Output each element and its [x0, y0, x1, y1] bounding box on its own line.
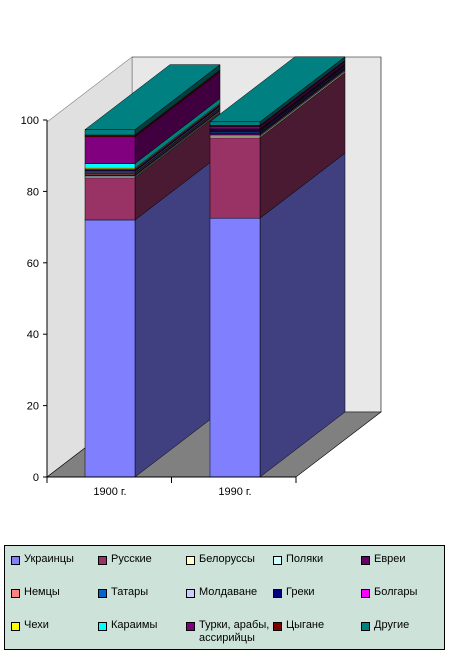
legend-item: Немцы [11, 586, 60, 599]
legend-label: Поляки [286, 553, 324, 565]
legend-swatch [186, 622, 195, 631]
legend-swatch [361, 589, 370, 598]
chart-bars [84, 56, 346, 478]
legend-swatch [273, 556, 282, 565]
y-tick-label: 40 [27, 329, 39, 341]
chart-axes: 0 20 40 60 80 100 1900 г. 1990 г. [21, 115, 297, 498]
legend-item: Молдаване [186, 586, 257, 599]
legend-label: Чехи [24, 619, 49, 631]
y-tick-label: 100 [21, 115, 39, 127]
bar-segment [209, 121, 261, 126]
legend-label: Другие [374, 619, 410, 631]
bar-segment [209, 137, 261, 219]
legend-swatch [273, 622, 282, 631]
legend-swatch [11, 556, 20, 565]
legend-item: Греки [273, 586, 315, 599]
legend-swatch [11, 589, 20, 598]
legend-label: Болгары [374, 586, 418, 598]
legend-item: Караимы [98, 619, 157, 632]
legend-label: Белоруссы [199, 553, 255, 565]
bar-segment [84, 134, 136, 138]
legend-item: Русские [98, 553, 152, 566]
legend-label: Греки [286, 586, 315, 598]
legend-swatch [361, 622, 370, 631]
bar-segment [84, 129, 136, 136]
bar-segment [84, 219, 136, 478]
legend-item: Болгары [361, 586, 417, 599]
legend-item: Украинцы [11, 553, 74, 566]
legend-item: Цыгане [273, 619, 324, 632]
bar-segment [209, 135, 261, 139]
legend-item: Другие [361, 619, 409, 632]
bar-segment [209, 217, 261, 478]
bar-top [84, 64, 221, 130]
x-tick-label: 1990 г. [218, 486, 251, 498]
legend-label: Турки, арабы, ассирийцы [199, 619, 270, 644]
legend-swatch [98, 589, 107, 598]
legend-label: Русские [111, 553, 152, 565]
y-tick-label: 80 [27, 186, 39, 198]
bar-segment [209, 132, 261, 136]
y-tick-label: 60 [27, 258, 39, 270]
legend-item: Чехи [11, 619, 49, 632]
bar-segment [84, 163, 136, 169]
legend-swatch [273, 589, 282, 598]
legend-item: Татары [98, 586, 148, 599]
legend-label: Татары [111, 586, 149, 598]
legend-label: Молдаване [199, 586, 258, 598]
bar-top [209, 56, 346, 123]
legend-item: Турки, арабы, ассирийцы [186, 619, 269, 645]
chart: 0 20 40 60 80 100 1900 г. 1990 г. [21, 56, 382, 498]
legend-swatch [11, 622, 20, 631]
y-tick-label: 20 [27, 401, 39, 413]
legend-label: Евреи [374, 553, 406, 565]
legend-label: Немцы [24, 586, 60, 598]
legend-swatch [186, 589, 195, 598]
legend-item: Белоруссы [186, 553, 255, 566]
legend-swatch [98, 556, 107, 565]
y-tick-label: 0 [33, 472, 39, 484]
legend-label: Цыгане [286, 619, 325, 631]
legend-swatch [361, 556, 370, 565]
legend-label: Караимы [111, 619, 158, 631]
legend-swatch [186, 556, 195, 565]
legend-label: Украинцы [24, 553, 74, 565]
bar-segment [84, 177, 136, 221]
legend-item: Поляки [273, 553, 323, 566]
legend-swatch [98, 622, 107, 631]
legend-item: Евреи [361, 553, 406, 566]
bar-segment [209, 126, 261, 130]
x-tick-label: 1900 г. [93, 486, 126, 498]
bar-segment [84, 136, 136, 164]
chart-legend: Украинцы Русские Белоруссы Поляки Евреи Немцы… [4, 545, 445, 650]
